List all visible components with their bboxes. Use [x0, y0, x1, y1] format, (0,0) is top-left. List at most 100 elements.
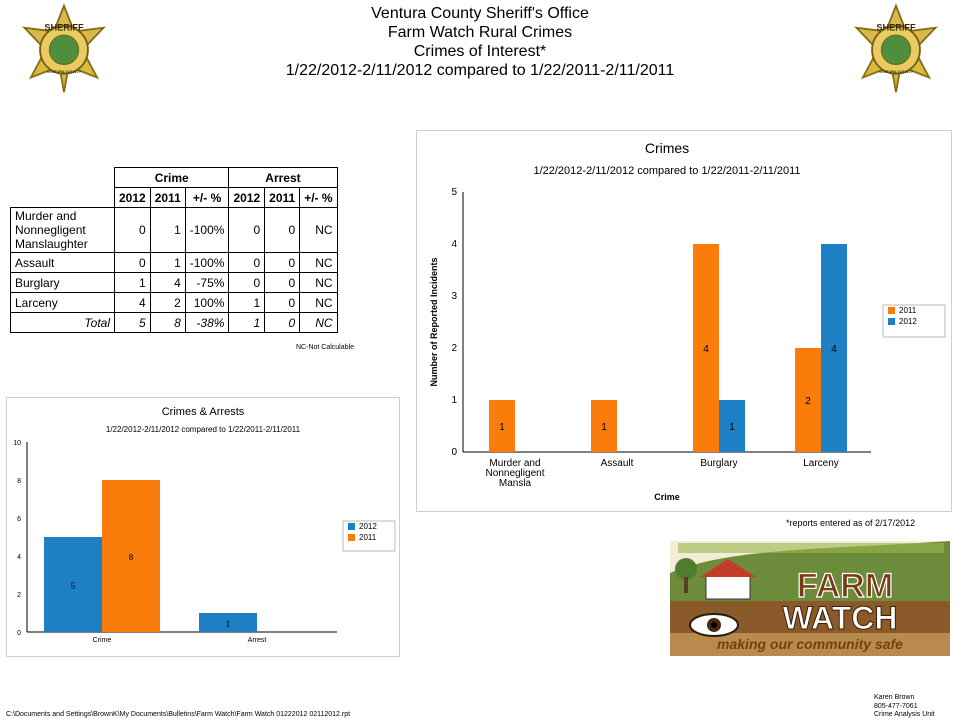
table-cell: 1	[228, 292, 266, 313]
y-tick-label: 1	[451, 395, 457, 406]
y-tick-label: 5	[451, 187, 457, 198]
y-tick-label: 10	[13, 440, 21, 447]
x-category-label: Crime	[93, 637, 112, 644]
x-category-label: Burglary	[700, 458, 737, 469]
bar-data-label: 1	[729, 422, 735, 433]
table-cell: 5	[114, 312, 151, 333]
bar-data-label: 4	[831, 344, 837, 355]
x-category-label: Murder and	[489, 458, 540, 469]
crimes-arrests-chart-panel: Crimes & Arrests 1/22/2012-2/11/2012 comp…	[6, 397, 400, 657]
y-tick-label: 4	[17, 554, 21, 561]
bar-data-label: 2	[805, 396, 811, 407]
sheriff-badge-right-icon: SHERIFF VENTURA COUNTY	[853, 3, 939, 93]
chart-subtitle: 1/22/2012-2/11/2012 compared to 1/22/201…	[533, 165, 800, 177]
table-cell: 0	[228, 207, 266, 253]
bar	[199, 613, 257, 632]
badge-subtext: VENTURA COUNTY	[47, 70, 82, 74]
nc-note: NC-Not Calculable	[296, 344, 354, 351]
bar-data-label: 1	[601, 422, 607, 433]
bar-data-label: 5	[71, 582, 76, 591]
col-header: 2011	[264, 187, 301, 208]
badge-text: SHERIFF	[44, 23, 84, 33]
table-cell: 0	[228, 252, 266, 273]
x-axis-label: Crime	[654, 492, 680, 502]
row-label: Assault	[10, 252, 115, 273]
chart-subtitle: 1/22/2012-2/11/2012 compared to 1/22/201…	[106, 425, 301, 434]
y-axis-label: Number of Reported Incidents	[429, 257, 439, 386]
header-line-4: 1/22/2012-2/11/2012 compared to 1/22/201…	[285, 62, 675, 79]
table-cell: 1	[149, 207, 186, 253]
bar	[821, 244, 847, 452]
col-header: +/- %	[184, 187, 230, 208]
y-tick-label: 0	[17, 630, 21, 637]
crimes-chart: Crimes 1/22/2012-2/11/2012 compared to 1/…	[429, 140, 946, 502]
table-cell: -75%	[184, 272, 230, 293]
chart-title: Crimes & Arrests	[162, 406, 245, 418]
table-cell: NC	[299, 252, 338, 273]
table-cell: 1	[149, 252, 186, 273]
table-cell: 0	[264, 207, 301, 253]
table-cell: 100%	[184, 292, 230, 313]
total-row: Total 5 8 -38% 1 0 NC	[10, 312, 338, 333]
legend-label: 2011	[899, 306, 917, 315]
bar	[591, 400, 617, 452]
legend-label: 2012	[899, 317, 917, 326]
chart-title: Crimes	[645, 140, 689, 156]
table-cell: NC	[299, 272, 338, 293]
table-cell: 0	[114, 207, 151, 253]
table-cell: 0	[228, 272, 266, 293]
table-cell: 1	[114, 272, 151, 293]
y-tick-label: 0	[451, 447, 457, 458]
row-label: Murder and Nonnegligent Manslaughter	[10, 207, 115, 253]
logo-farm-text: FARM	[797, 567, 893, 605]
y-tick-label: 8	[17, 478, 21, 485]
legend-label: 2012	[359, 522, 377, 531]
table-cell: 4	[149, 272, 186, 293]
table-row: Murder and Nonnegligent Manslaughter 0 1…	[10, 207, 338, 253]
table-row: Burglary 1 4 -75% 0 0 NC	[10, 272, 338, 293]
row-label: Larceny	[10, 292, 115, 313]
table-cell: 0	[114, 252, 151, 273]
table-cell: 0	[264, 312, 301, 333]
table-cell: 1	[228, 312, 266, 333]
table-cell: 0	[264, 292, 301, 313]
y-tick-label: 3	[451, 291, 457, 302]
badge-text: SHERIFF	[876, 23, 916, 33]
table-cell: NC	[299, 207, 338, 253]
sheriff-badge-left-icon: SHERIFF VENTURA COUNTY	[21, 3, 107, 93]
crimes-arrests-chart: Crimes & Arrests 1/22/2012-2/11/2012 comp…	[13, 406, 396, 644]
arrest-group-header: Arrest	[228, 167, 338, 188]
legend-swatch	[888, 318, 895, 325]
table-cell: -38%	[184, 312, 230, 333]
y-tick-label: 2	[17, 592, 21, 599]
bar-data-label: 1	[226, 620, 231, 629]
bar	[719, 400, 745, 452]
legend-label: 2011	[359, 533, 377, 542]
table-row: Larceny 4 2 100% 1 0 NC	[10, 292, 338, 313]
x-category-label: Assault	[601, 458, 634, 469]
y-tick-label: 2	[451, 343, 457, 354]
legend-swatch	[888, 307, 895, 314]
table-cell: 0	[264, 272, 301, 293]
bar	[489, 400, 515, 452]
file-path: C:\Documents and Settings\BrownK\My Docu…	[6, 711, 351, 718]
total-label: Total	[10, 312, 115, 333]
table-row: Assault 0 1 -100% 0 0 NC	[10, 252, 338, 273]
badge-subtext: VENTURA COUNTY	[879, 70, 914, 74]
logo-watch-text: WATCH	[783, 600, 898, 636]
table-cell: 2	[149, 292, 186, 313]
col-header: 2011	[149, 187, 186, 208]
x-category-label: Larceny	[803, 458, 839, 469]
col-header: 2012	[114, 187, 151, 208]
bar	[795, 348, 821, 452]
table-cell: 0	[264, 252, 301, 273]
author-phone: 805-477-7061	[874, 702, 918, 710]
farm-watch-logo: FARM WATCH making our community safe	[670, 541, 950, 656]
legend-swatch	[348, 534, 355, 541]
author-name: Karen Brown	[874, 694, 915, 701]
x-category-label: Mansla	[499, 478, 532, 489]
col-header: +/- %	[299, 187, 338, 208]
legend-swatch	[348, 523, 355, 530]
bar	[44, 537, 102, 632]
bar-data-label: 8	[129, 553, 134, 562]
